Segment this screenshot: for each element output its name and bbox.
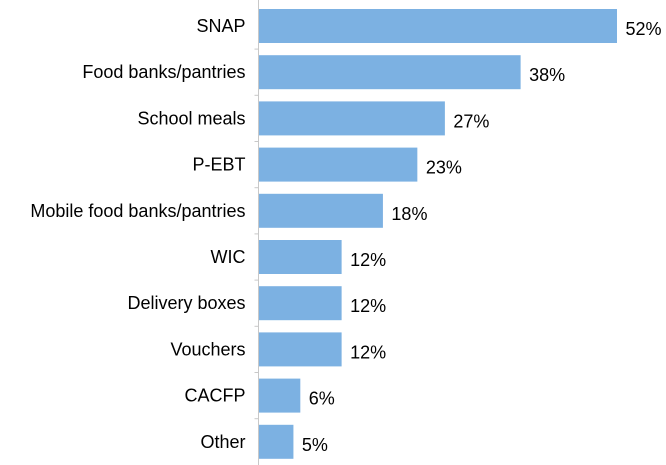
value-label-2: 27% bbox=[453, 111, 489, 131]
value-label-7: 12% bbox=[350, 342, 386, 362]
category-label-2: School meals bbox=[137, 108, 245, 128]
value-label-3: 23% bbox=[426, 158, 462, 178]
category-label-3: P-EBT bbox=[192, 155, 245, 175]
bar-3 bbox=[259, 147, 418, 182]
bar-8 bbox=[259, 378, 301, 413]
bar-0 bbox=[259, 9, 617, 43]
category-label-7: Vouchers bbox=[170, 339, 245, 359]
bar-6 bbox=[259, 286, 342, 321]
category-label-0: SNAP bbox=[196, 16, 245, 36]
bar-7 bbox=[259, 332, 342, 367]
bar-1 bbox=[259, 55, 521, 90]
value-label-6: 12% bbox=[350, 296, 386, 316]
value-label-9: 5% bbox=[302, 435, 328, 455]
value-label-4: 18% bbox=[391, 204, 427, 224]
value-label-0: 52% bbox=[626, 19, 662, 39]
category-label-6: Delivery boxes bbox=[127, 293, 245, 313]
value-label-8: 6% bbox=[309, 389, 335, 409]
bar-4 bbox=[259, 193, 383, 228]
category-label-4: Mobile food banks/pantries bbox=[30, 201, 245, 221]
category-label-8: CACFP bbox=[184, 386, 245, 406]
bar-5 bbox=[259, 240, 342, 274]
bar-2 bbox=[259, 101, 445, 136]
category-label-5: WIC bbox=[211, 247, 246, 267]
category-label-1: Food banks/pantries bbox=[82, 62, 245, 82]
bar-9 bbox=[259, 424, 294, 459]
value-label-5: 12% bbox=[350, 250, 386, 270]
category-label-9: Other bbox=[200, 432, 245, 452]
value-label-1: 38% bbox=[529, 65, 565, 85]
